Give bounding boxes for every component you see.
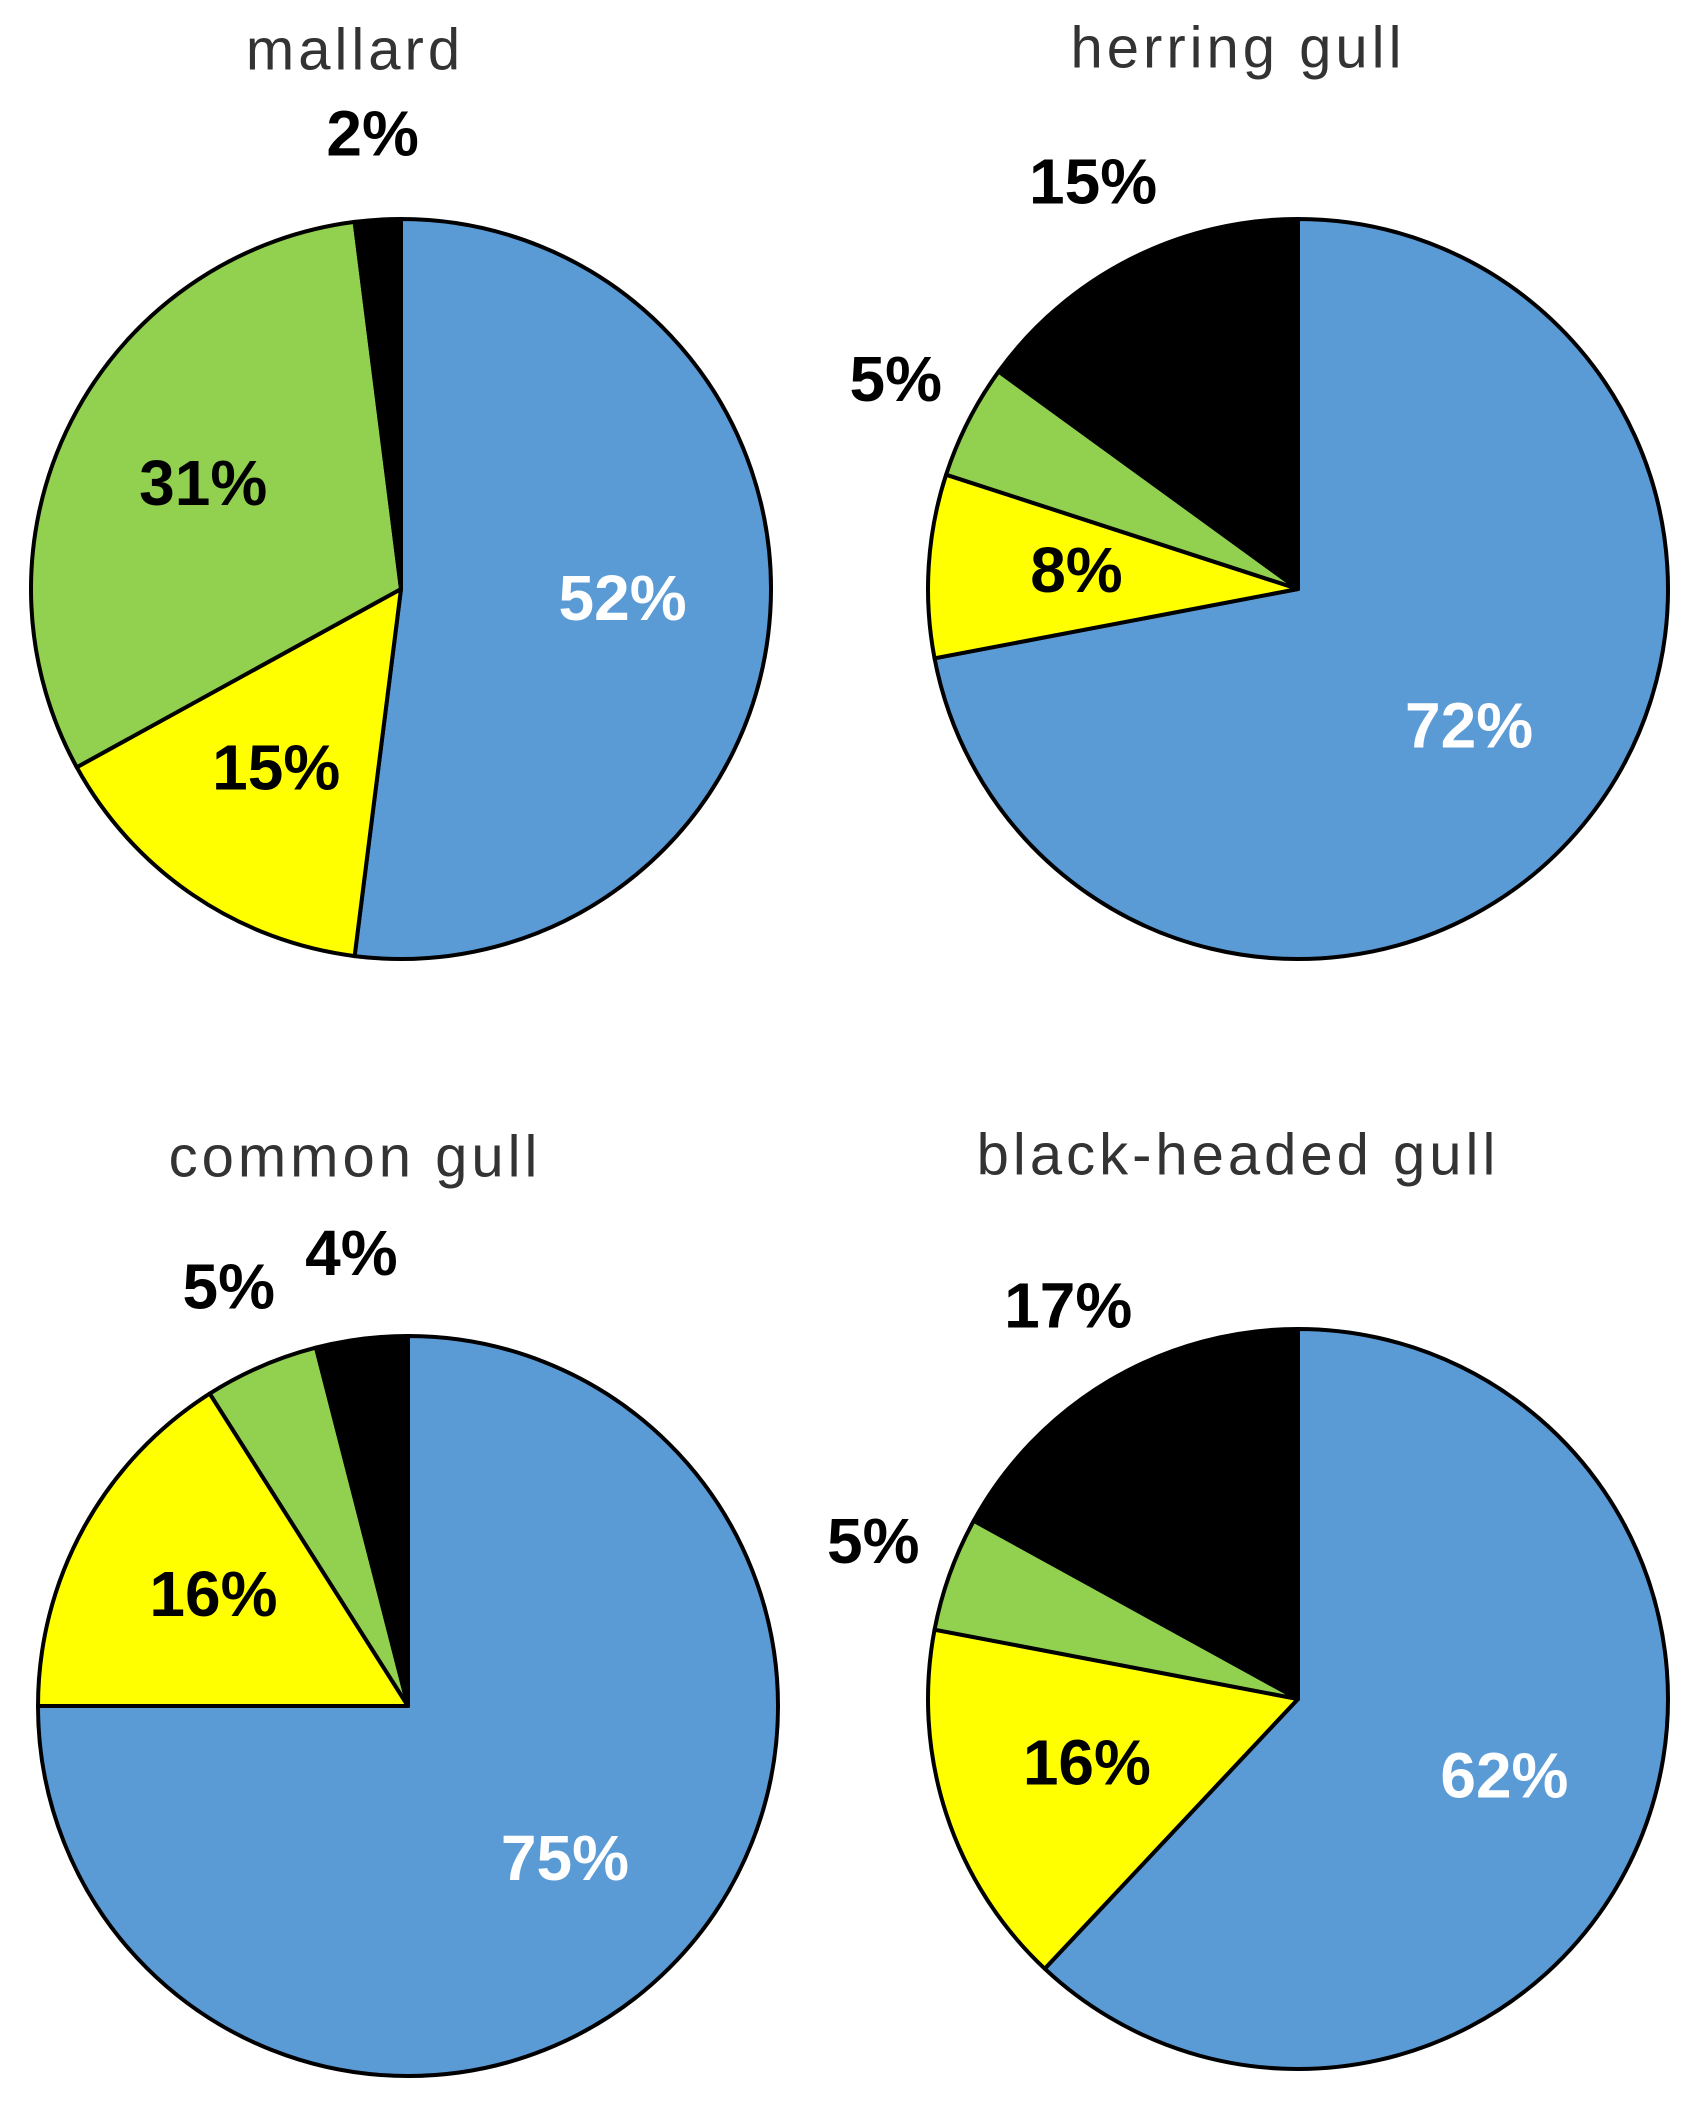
- pie-slice: [313, 1334, 410, 1708]
- pie-chart: mallard 52% 15% 31% 2%: [29, 17, 773, 961]
- data-label: 5%: [827, 1505, 920, 1577]
- pie-slice: [996, 217, 1300, 591]
- chart-title: common gull: [169, 1124, 542, 1189]
- data-label: 52%: [559, 562, 687, 634]
- data-label: 2%: [326, 97, 419, 169]
- data-label: 16%: [1023, 1727, 1151, 1799]
- data-label: 15%: [212, 732, 340, 804]
- pie-chart: herring gull 72% 8% 5% 15%: [850, 15, 1670, 961]
- pie-slice: [926, 1627, 1300, 1971]
- data-label: 4%: [305, 1217, 398, 1289]
- pie-slice: [352, 217, 403, 591]
- data-label: 31%: [139, 447, 267, 519]
- data-label: 72%: [1405, 689, 1533, 761]
- data-label: 75%: [501, 1822, 629, 1894]
- pie-slice: [1042, 1327, 1670, 2071]
- chart-title: herring gull: [1071, 15, 1406, 80]
- pie-slice: [74, 587, 403, 959]
- chart-title: mallard: [246, 17, 464, 82]
- data-label: 16%: [149, 1558, 277, 1630]
- pie-slice: [971, 1327, 1300, 1701]
- data-label: 15%: [1029, 146, 1157, 218]
- data-label: 8%: [1030, 534, 1123, 606]
- pie-chart: black-headed gull 62% 16% 5% 17%: [827, 1122, 1670, 2071]
- data-label: 62%: [1440, 1740, 1568, 1812]
- pie-slice: [36, 1334, 780, 2078]
- data-label: 5%: [850, 343, 943, 415]
- pie-slice: [932, 217, 1670, 961]
- pie-slice: [29, 219, 403, 770]
- pie-slice: [36, 1391, 410, 1708]
- pie-slice: [926, 472, 1300, 661]
- data-label: 17%: [1004, 1269, 1132, 1341]
- data-label: 5%: [182, 1251, 275, 1323]
- pie-slice: [352, 217, 773, 961]
- chart-title: black-headed gull: [977, 1122, 1500, 1187]
- pie-chart: common gull 75% 16% 5% 4%: [36, 1124, 780, 2078]
